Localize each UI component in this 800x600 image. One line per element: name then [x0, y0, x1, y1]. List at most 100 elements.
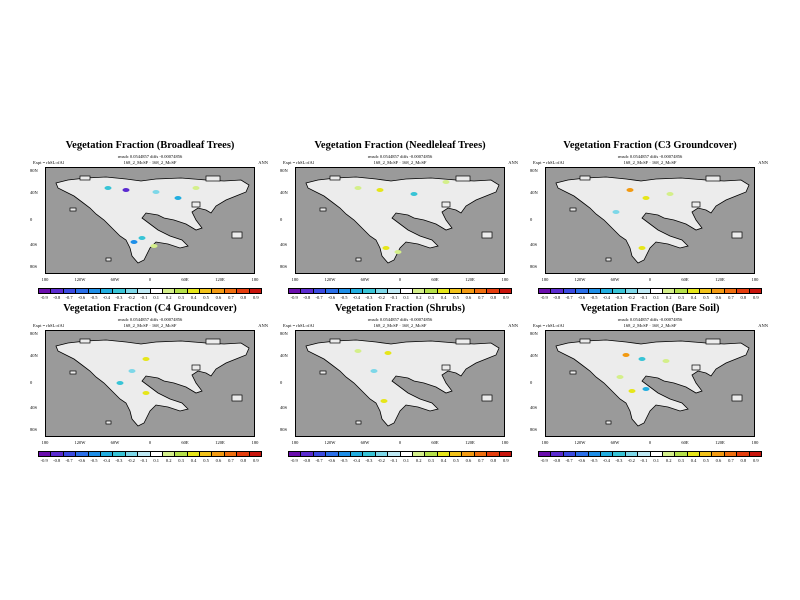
lon-tick-label: 180 [541, 277, 549, 282]
colorbar-level-label: -0.7 [315, 458, 323, 463]
panel-stats: rmsdc 0.0544857 diffs -0.00074856 [617, 317, 683, 322]
anomaly-patch [116, 381, 124, 385]
colorbar-swatch [76, 289, 89, 293]
map-svg [55, 338, 250, 427]
lon-tick-label: 120E [715, 277, 725, 282]
panel-season-label: ANN [758, 323, 768, 328]
colorbar-level-label: 0.8 [240, 458, 247, 463]
colorbar-swatch [662, 452, 676, 456]
island [691, 364, 701, 371]
lat-tick-label: 0 [280, 217, 283, 222]
island [79, 338, 91, 344]
map-svg [305, 338, 500, 427]
colorbar-level-label: -0.5 [590, 458, 598, 463]
island [205, 175, 221, 182]
colorbar-level-label: 0.2 [665, 458, 672, 463]
lat-tick-label: 80S [280, 427, 288, 432]
colorbar-swatch [625, 289, 639, 293]
colorbar-swatch [400, 452, 413, 456]
lon-tick-label: 60E [181, 277, 189, 282]
colorbar-swatch [388, 452, 401, 456]
colorbar-swatch [737, 452, 750, 456]
colorbar-level-label: 0.8 [740, 295, 747, 300]
anomaly-patch [628, 389, 636, 393]
anomaly-patch [150, 244, 158, 248]
colorbar-level-label: -0.5 [90, 458, 98, 463]
lat-tick-label: 0 [30, 380, 33, 385]
island [731, 231, 743, 239]
colorbar-swatch [474, 452, 488, 456]
colorbar-level-label: -0.6 [577, 295, 586, 300]
island [605, 257, 612, 262]
colorbar-level-label: -0.9 [540, 295, 548, 300]
colorbar-swatch [462, 289, 475, 293]
lon-tick-label: 180 [251, 440, 259, 445]
colorbar-level-label: -0.6 [327, 458, 336, 463]
lat-tick-label: 0 [30, 217, 33, 222]
colorbar-level-label: 0.3 [678, 458, 684, 463]
anomaly-patch [626, 188, 634, 192]
colorbar-level-label: -0.3 [615, 458, 623, 463]
anomaly-patch [638, 357, 646, 361]
island [705, 338, 721, 345]
colorbar-level-label: -0.9 [40, 295, 48, 300]
map-panel-c4: Vegetation Fraction (C4 Groundcover) rms… [30, 303, 270, 468]
colorbar-level-label: -0.7 [315, 295, 323, 300]
colorbar-swatch [474, 289, 488, 293]
colorbar-swatch [224, 289, 238, 293]
colorbar-swatch [650, 289, 663, 293]
colorbar-level-label: -0.5 [590, 295, 598, 300]
lon-tick-label: 0 [398, 277, 402, 282]
colorbar-swatch [289, 289, 302, 293]
island [231, 394, 243, 402]
lat-tick-label: 40N [280, 190, 288, 195]
colorbar-level-label: 0.7 [228, 458, 234, 463]
colorbar [288, 288, 512, 294]
panel-title: Vegetation Fraction (C3 Groundcover) [563, 140, 737, 151]
colorbar-swatch [499, 452, 512, 456]
colorbar-labels: -0.9 -0.8 -0.7 -0.6 -0.5 -0.4 -0.3 -0.2 -0.1 0.1 0… [538, 458, 762, 464]
colorbar-level-label: -0.8 [553, 295, 561, 300]
colorbar-level-label: 0.3 [678, 295, 684, 300]
colorbar-level-label: -0.4 [602, 458, 610, 463]
anomaly-patch [410, 192, 418, 196]
island [355, 257, 362, 262]
lon-tick-label: 120W [324, 440, 336, 445]
lon-tick-label: 120E [465, 440, 475, 445]
colorbar-swatch [100, 452, 114, 456]
colorbar-level-label: -0.5 [340, 295, 348, 300]
colorbar [38, 451, 262, 457]
colorbar-swatch [125, 452, 139, 456]
panel-expt-label: Expt = rhSL:rfAl [283, 160, 315, 165]
colorbar-swatch [212, 289, 225, 293]
colorbar-level-label: 0.5 [203, 458, 209, 463]
island [355, 420, 362, 425]
colorbar-swatch [576, 289, 589, 293]
lat-tick-label: 80S [280, 264, 288, 269]
map-plot [295, 167, 505, 274]
colorbar-level-label: 0.3 [428, 295, 434, 300]
lon-tick-label: 120E [215, 277, 225, 282]
lon-tick-label: 180 [541, 440, 549, 445]
colorbar-level-label: 0.3 [178, 458, 184, 463]
lon-tick-label: 180 [41, 440, 49, 445]
colorbar-swatch [350, 452, 364, 456]
lon-tick-label: 120W [324, 277, 336, 282]
colorbar-swatch [138, 289, 151, 293]
colorbar-level-label: 0.2 [415, 295, 422, 300]
map-plot [545, 330, 755, 437]
map-panel-bare-soil: Vegetation Fraction (Bare Soil) rmsdc 0.… [530, 303, 770, 468]
colorbar-level-label: 0.7 [478, 458, 484, 463]
lon-tick-label: 120E [215, 440, 225, 445]
panel-season-label: ANN [258, 323, 268, 328]
lat-tick-label: 40S [30, 405, 38, 410]
colorbar-level-label: 0.8 [740, 458, 747, 463]
panel-expt-label: Expt = rhSL:rfAl [33, 323, 65, 328]
lon-tick-label: 60W [610, 277, 620, 282]
colorbar-level-label: 0.1 [653, 458, 660, 463]
colorbar-swatch [412, 289, 426, 293]
colorbar-swatch [588, 289, 601, 293]
colorbar-level-label: -0.2 [627, 295, 635, 300]
colorbar [288, 451, 512, 457]
colorbar-swatch [737, 289, 750, 293]
